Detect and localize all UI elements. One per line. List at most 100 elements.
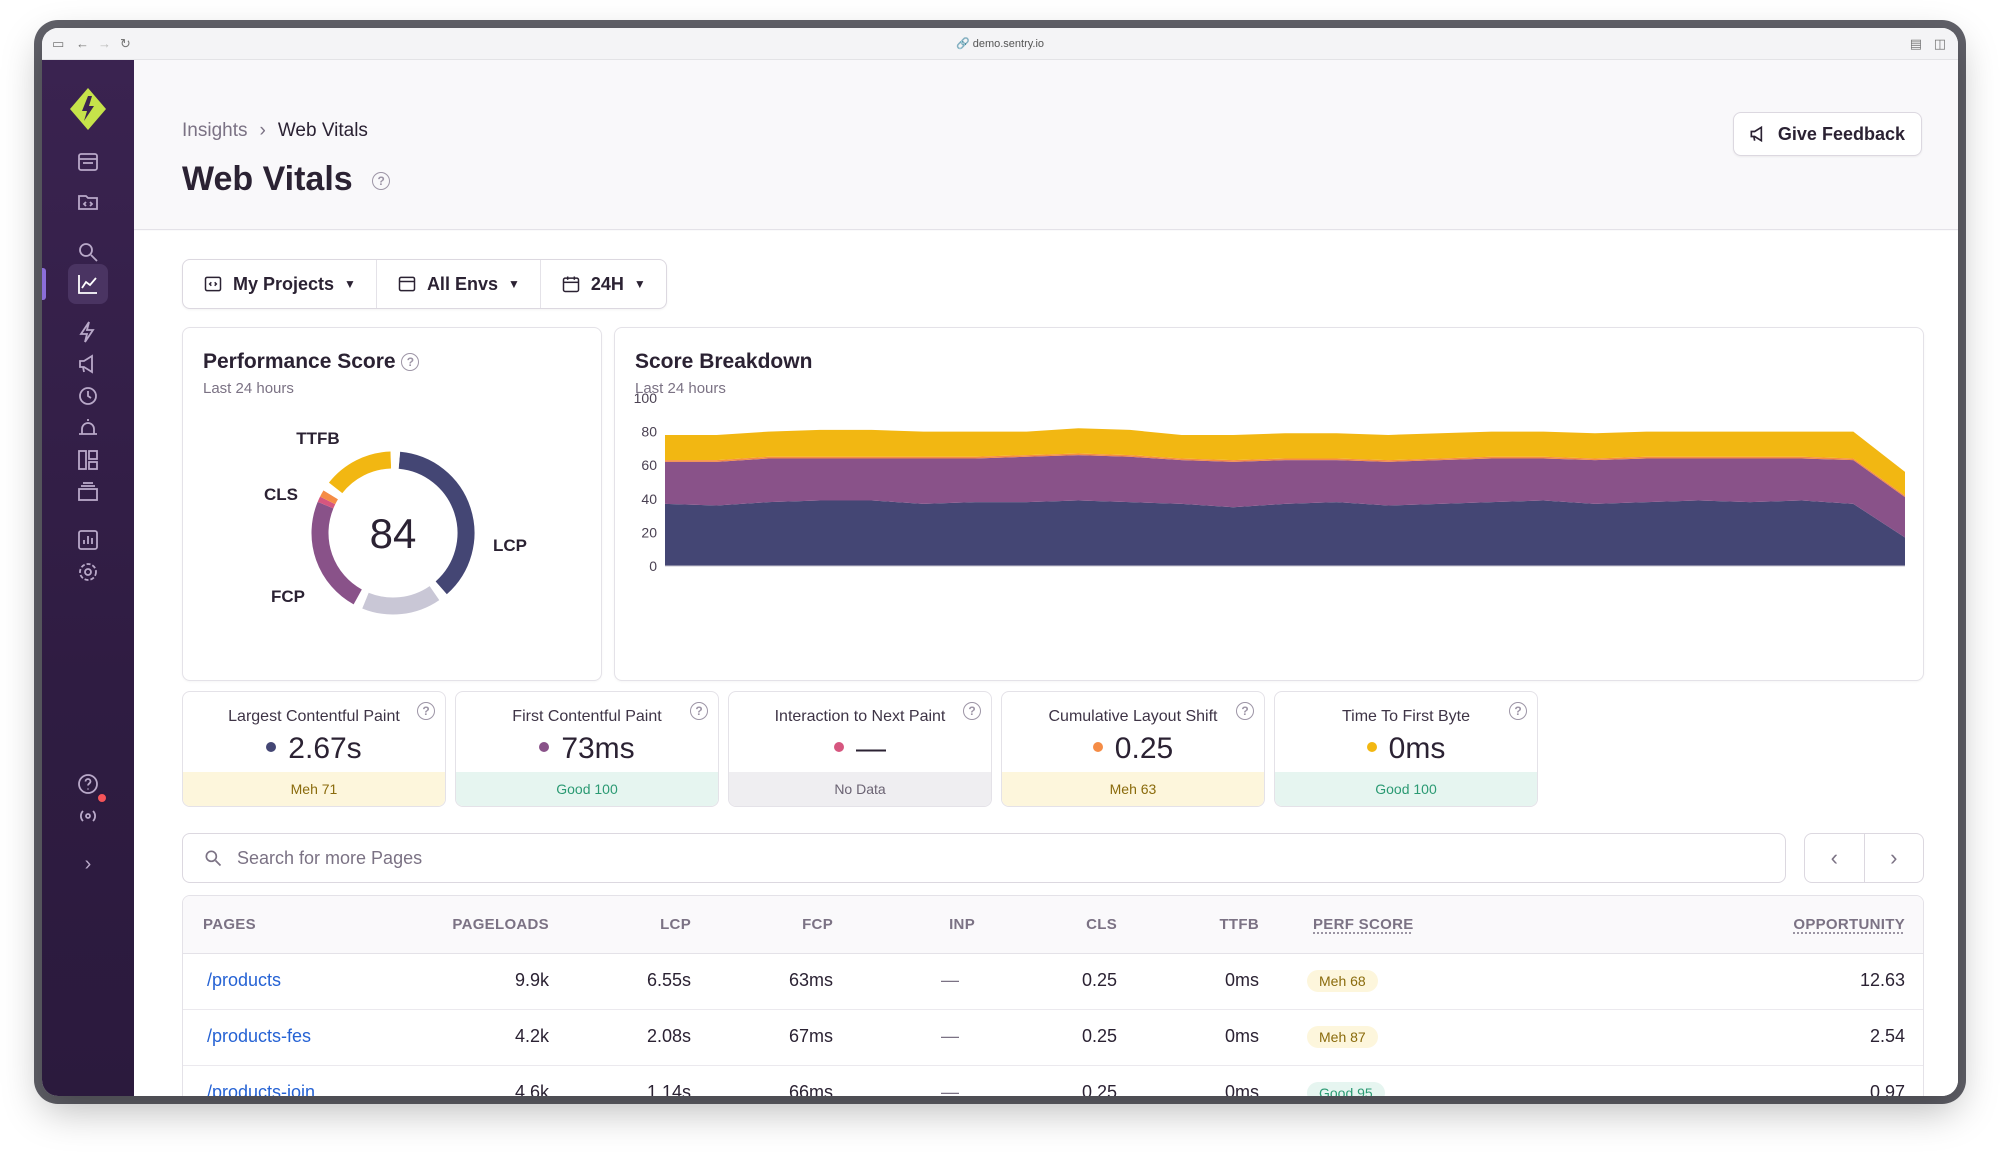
page-link[interactable]: /products-fes (207, 1026, 312, 1046)
vital-help-icon[interactable]: ? (963, 702, 981, 720)
perf-score-badge: Meh 87 (1307, 1026, 1378, 1048)
page-filters: My Projects ▼ All Envs ▼ 24H ▼ (182, 259, 667, 309)
breadcrumb-insights[interactable]: Insights (182, 120, 248, 141)
browser-window: ▭ ← → ↻ 🔗 demo.sentry.io ▤ ◫ › In (42, 28, 1958, 1096)
alerts-icon[interactable] (68, 408, 108, 448)
cls-cell: 0.25 (1081, 970, 1117, 990)
area-series-ttfb[interactable] (665, 428, 1905, 496)
column-header: PAGELOADS (452, 916, 549, 933)
performance-icon[interactable] (68, 312, 108, 352)
area-series-cls[interactable] (665, 453, 1905, 498)
vital-card[interactable]: Interaction to Next Paint? — No Data (728, 691, 992, 807)
project-icon (204, 276, 222, 292)
environment-icon (398, 276, 416, 292)
pagination: ‹ › (1804, 833, 1924, 883)
ring-label-lcp[interactable]: LCP (493, 536, 527, 555)
vital-help-icon[interactable]: ? (690, 702, 708, 720)
vital-help-icon[interactable]: ? (1236, 702, 1254, 720)
vital-help-icon[interactable]: ? (1509, 702, 1527, 720)
back-icon[interactable]: ← (76, 36, 89, 51)
area-series-lcp[interactable] (665, 500, 1905, 566)
pages-search-input[interactable]: Search for more Pages (182, 833, 1786, 883)
pageloads-cell: 4.2k (514, 1026, 549, 1046)
vital-color-dot (1366, 742, 1377, 753)
reload-icon[interactable]: ↻ (120, 36, 131, 51)
inp-segment[interactable] (317, 496, 336, 509)
perf-score-badge: Good 95 (1307, 1082, 1385, 1096)
cls-segment[interactable] (320, 490, 339, 505)
replays-icon[interactable] (68, 376, 108, 416)
explore-icon[interactable] (68, 232, 108, 272)
expand-sidebar-icon[interactable]: › (84, 852, 92, 875)
fcp-segment[interactable] (311, 501, 363, 605)
vital-card[interactable]: Largest Contentful Paint? 2.67s Meh 71 (182, 691, 446, 807)
area-series-fcp[interactable] (665, 455, 1905, 538)
lcp-cell: 6.55s (646, 970, 691, 990)
ring-gap (353, 589, 369, 609)
column-header[interactable]: OPPORTUNITY (1793, 916, 1905, 933)
page-link[interactable]: /products (207, 970, 282, 990)
next-page-button[interactable]: › (1890, 845, 1898, 870)
vital-card[interactable]: Time To First Byte? 0ms Good 100 (1274, 691, 1538, 807)
split-view-icon[interactable]: ◫ (1933, 36, 1946, 51)
ring-label-cls[interactable]: CLS (264, 485, 298, 504)
forward-icon[interactable]: → (98, 36, 111, 51)
vital-value-row: 73ms (456, 732, 718, 766)
performance-score-ring: 84 TTFB CLS FCP LCP (264, 429, 527, 615)
project-filter[interactable]: My Projects ▼ (183, 260, 377, 308)
vital-value-row: 0ms (1275, 732, 1537, 766)
y-tick-label: 0 (649, 558, 657, 574)
ttfb-cell: 0ms (1224, 1026, 1259, 1046)
title-help-icon[interactable]: ? (372, 172, 391, 191)
feedback-icon[interactable] (68, 344, 108, 384)
dashboards-icon[interactable] (68, 440, 108, 480)
issues-icon[interactable] (68, 142, 108, 182)
ring-remainder-segment[interactable] (362, 585, 440, 615)
breadcrumb-current: Web Vitals (277, 120, 368, 141)
vital-card[interactable]: First Contentful Paint? 73ms Good 100 (455, 691, 719, 807)
sidebar-toggle-icon[interactable]: ▭ (52, 36, 65, 51)
ttfb-segment[interactable] (328, 451, 392, 494)
vital-value: 2.67s (288, 732, 362, 765)
vital-help-icon[interactable]: ? (417, 702, 435, 720)
settings-icon[interactable] (68, 552, 108, 592)
inp-cell: — (941, 1026, 959, 1046)
performance-score-help-icon[interactable]: ? (401, 353, 420, 372)
table-row: /products 9.9k 6.55s 63ms — 0.25 0ms Meh 68 12.6… (183, 954, 1923, 1010)
insights-icon[interactable] (68, 264, 108, 304)
vital-value-row: 2.67s (183, 732, 445, 766)
url-text: demo.sentry.io (972, 38, 1045, 50)
sentry-logo[interactable] (70, 88, 106, 130)
environment-filter[interactable]: All Envs ▼ (377, 260, 541, 308)
ring-label-ttfb[interactable]: TTFB (296, 429, 339, 448)
inp-cell: — (941, 970, 959, 990)
reader-icon[interactable]: ▤ (1909, 36, 1922, 51)
perf-score-badge: Meh 68 (1307, 970, 1378, 992)
page-link[interactable]: /products-join (207, 1082, 316, 1096)
projects-icon[interactable] (68, 182, 108, 222)
y-tick-label: 100 (634, 390, 658, 406)
vital-status-text: Good 100 (556, 781, 618, 797)
date-filter[interactable]: 24H ▼ (541, 260, 666, 308)
search-placeholder: Search for more Pages (237, 847, 423, 868)
help-icon[interactable] (68, 764, 108, 804)
lcp-segment[interactable] (398, 451, 475, 595)
vital-status: No Data (729, 772, 991, 806)
column-header[interactable]: PERF SCORE (1313, 916, 1414, 933)
notification-dot (96, 792, 108, 804)
give-feedback-button[interactable]: Give Feedback (1732, 112, 1922, 156)
previous-page-button[interactable]: ‹ (1805, 834, 1865, 882)
table-row: /products-fes 4.2k 2.08s 67ms — 0.25 0ms Meh 87… (183, 1010, 1923, 1066)
vital-card[interactable]: Cumulative Layout Shift? 0.25 Meh 63 (1001, 691, 1265, 807)
address-bar[interactable]: 🔗 demo.sentry.io (955, 38, 1045, 50)
vital-value: — (856, 732, 886, 765)
date-filter-label: 24H (590, 273, 624, 294)
releases-icon[interactable] (68, 472, 108, 512)
sidebar: › (42, 60, 134, 1096)
vital-name: Largest Contentful Paint (228, 708, 400, 725)
pageloads-cell: 9.9k (514, 970, 549, 990)
broadcasts-icon[interactable] (68, 796, 108, 836)
stats-icon[interactable] (68, 520, 108, 560)
ring-label-fcp[interactable]: FCP (271, 587, 305, 606)
search-icon (205, 850, 222, 867)
